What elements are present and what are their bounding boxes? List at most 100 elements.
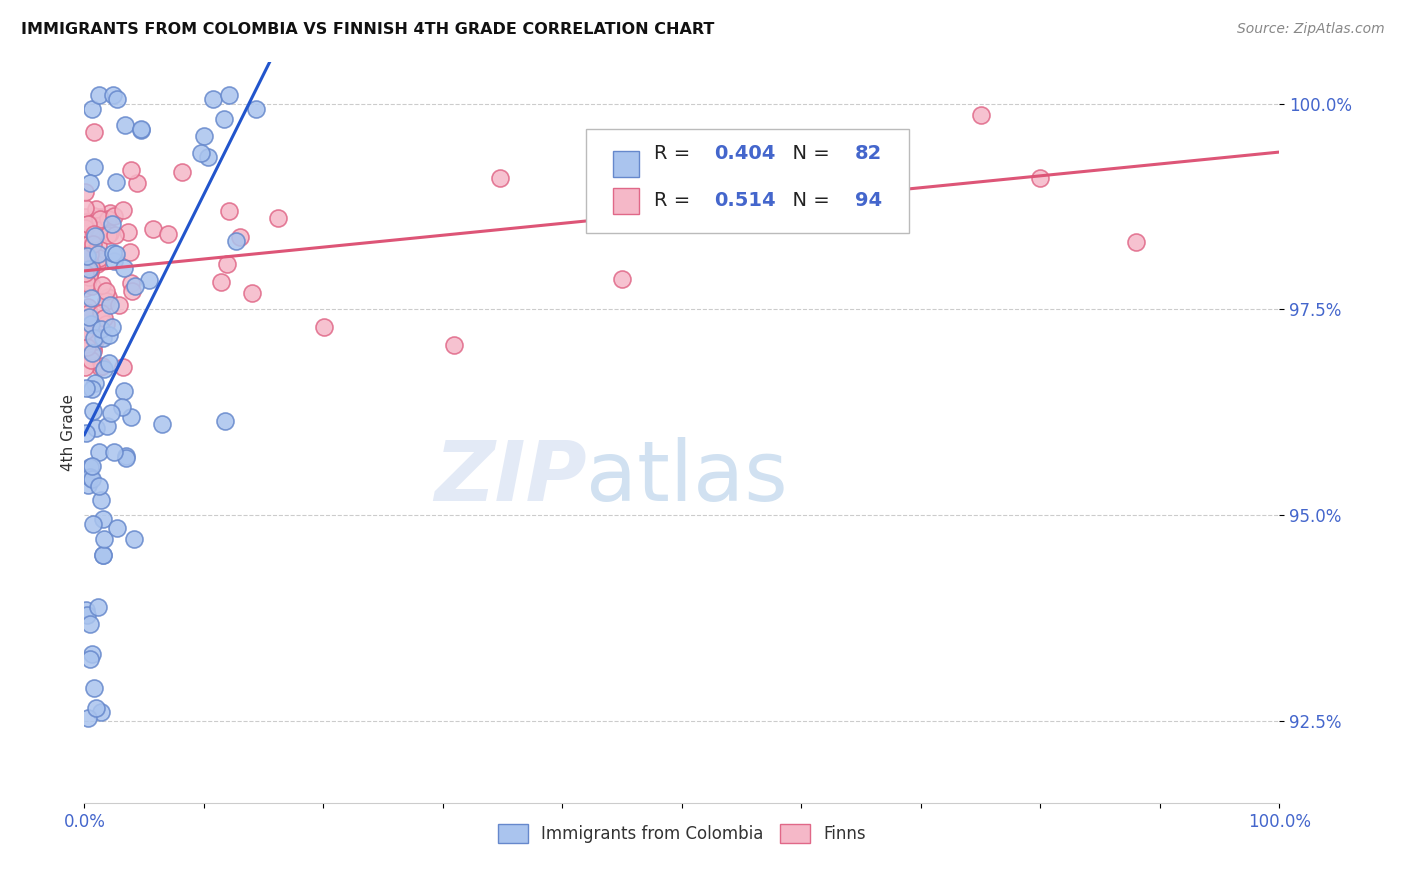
Point [75, 268, 97, 282]
Point [103, 254, 125, 268]
Point [79, 328, 101, 343]
Point [73, 242, 96, 256]
Point [80, 326, 103, 340]
Point [731, 186, 754, 200]
Point [111, 400, 134, 414]
Point [97, 327, 120, 342]
Point [489, 171, 512, 186]
Point [98, 226, 121, 240]
Point [193, 129, 215, 144]
Point [129, 122, 152, 136]
Point [75, 603, 97, 617]
Point [83, 681, 105, 695]
Point [120, 276, 142, 290]
Point [1125, 235, 1147, 250]
Point [80, 352, 103, 367]
Point [80, 291, 103, 305]
Text: 0.404: 0.404 [714, 144, 776, 163]
Point [127, 177, 149, 191]
Point [217, 257, 239, 271]
Point [121, 284, 143, 298]
Point [111, 359, 134, 374]
Point [77, 711, 100, 725]
Point [93, 361, 115, 376]
Point [75, 334, 97, 349]
Point [79, 459, 101, 474]
Point [150, 417, 173, 431]
Point [129, 121, 152, 136]
Point [75, 381, 97, 395]
Point [82, 647, 104, 661]
Point [245, 102, 267, 116]
Point [73, 266, 96, 280]
Point [76, 248, 98, 262]
Text: 94: 94 [855, 192, 883, 211]
Point [89, 252, 111, 266]
Point [79, 260, 101, 275]
Point [79, 256, 101, 270]
Point [101, 319, 124, 334]
Point [87, 246, 110, 260]
Point [96, 285, 118, 299]
Point [90, 705, 112, 719]
Point [138, 273, 160, 287]
Point [89, 223, 111, 237]
Point [91, 359, 114, 373]
Point [79, 470, 101, 484]
Point [197, 150, 219, 164]
Point [82, 346, 104, 360]
Point [73, 280, 96, 294]
Point [90, 321, 112, 335]
Point [91, 277, 114, 292]
Point [170, 164, 193, 178]
Legend: Immigrants from Colombia, Finns: Immigrants from Colombia, Finns [491, 817, 873, 850]
Point [225, 235, 247, 249]
Point [100, 217, 122, 231]
FancyBboxPatch shape [586, 129, 910, 233]
Y-axis label: 4th Grade: 4th Grade [60, 394, 76, 471]
Text: R =: R = [654, 144, 697, 163]
Point [91, 548, 114, 562]
Point [814, 162, 837, 177]
Point [77, 262, 100, 277]
Point [1029, 170, 1052, 185]
Point [73, 359, 96, 374]
Point [142, 222, 165, 236]
Point [83, 334, 105, 349]
Point [212, 112, 235, 127]
Point [314, 320, 336, 334]
Point [267, 211, 290, 225]
Point [76, 238, 98, 252]
Point [103, 88, 125, 103]
Point [87, 445, 110, 459]
Point [105, 92, 128, 106]
Point [114, 118, 136, 132]
Point [98, 356, 121, 370]
Bar [613, 152, 638, 178]
Point [115, 451, 138, 466]
Point [612, 272, 634, 286]
Point [86, 220, 108, 235]
Point [98, 206, 121, 220]
Point [112, 384, 135, 398]
Point [82, 473, 104, 487]
Point [100, 406, 122, 420]
Point [93, 532, 115, 546]
Point [77, 300, 100, 314]
Point [76, 276, 98, 290]
Point [75, 334, 97, 348]
Point [240, 286, 263, 301]
Bar [613, 188, 638, 214]
Point [104, 227, 127, 242]
Text: ZIP: ZIP [433, 436, 586, 517]
Point [89, 359, 111, 374]
Point [87, 237, 110, 252]
Point [84, 420, 107, 434]
Point [73, 210, 96, 224]
Point [83, 331, 105, 345]
Point [94, 317, 117, 331]
Point [80, 458, 103, 473]
Point [83, 125, 105, 139]
Point [79, 617, 101, 632]
Point [84, 202, 107, 216]
